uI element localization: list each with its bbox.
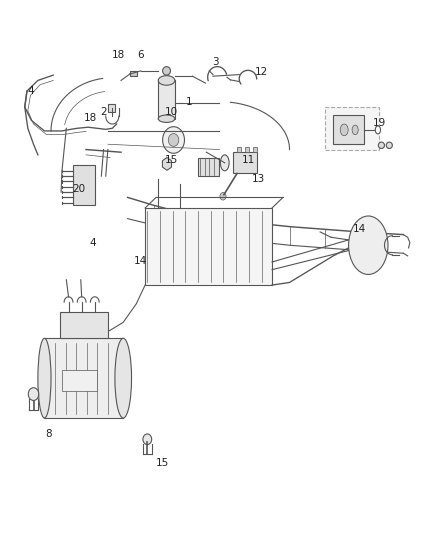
Circle shape	[168, 134, 178, 147]
Text: 18: 18	[84, 112, 97, 123]
Bar	[244, 147, 249, 152]
Bar	[73, 165, 95, 205]
Text: 15: 15	[155, 458, 169, 468]
Text: 20: 20	[72, 184, 85, 195]
Circle shape	[28, 387, 39, 400]
Ellipse shape	[374, 126, 380, 134]
Text: 10: 10	[164, 107, 177, 117]
Bar	[62, 370, 97, 391]
Bar	[324, 107, 378, 150]
Text: 14: 14	[352, 224, 365, 235]
Bar	[252, 147, 257, 152]
Text: 12: 12	[254, 68, 267, 77]
Ellipse shape	[158, 115, 174, 123]
Text: 11: 11	[241, 155, 254, 165]
Text: 4: 4	[89, 238, 95, 247]
Bar	[60, 312, 108, 338]
Ellipse shape	[351, 125, 357, 135]
Bar	[332, 115, 363, 144]
Bar	[130, 71, 137, 76]
Ellipse shape	[385, 142, 392, 149]
Ellipse shape	[115, 338, 131, 418]
Ellipse shape	[378, 142, 384, 149]
Ellipse shape	[162, 67, 170, 75]
Text: 18: 18	[111, 50, 124, 60]
Ellipse shape	[220, 155, 229, 171]
Ellipse shape	[339, 124, 347, 136]
Ellipse shape	[38, 338, 51, 418]
Circle shape	[219, 192, 226, 200]
Text: 3: 3	[211, 57, 218, 67]
Bar	[108, 104, 115, 112]
Text: 6: 6	[137, 50, 144, 60]
Circle shape	[162, 127, 184, 154]
Bar	[145, 208, 272, 285]
Bar	[44, 338, 123, 418]
Text: 15: 15	[164, 155, 177, 165]
Text: 8: 8	[46, 429, 52, 439]
Text: 13: 13	[252, 174, 265, 184]
Text: 14: 14	[134, 256, 147, 266]
Bar	[232, 152, 256, 173]
Text: 19: 19	[372, 118, 385, 128]
Text: 2: 2	[100, 107, 106, 117]
Bar	[158, 80, 174, 119]
Bar	[237, 147, 241, 152]
Bar	[197, 158, 219, 176]
Circle shape	[143, 434, 151, 445]
Ellipse shape	[348, 216, 387, 274]
Text: 4: 4	[27, 86, 34, 96]
Ellipse shape	[158, 76, 174, 85]
Text: 1: 1	[185, 96, 192, 107]
